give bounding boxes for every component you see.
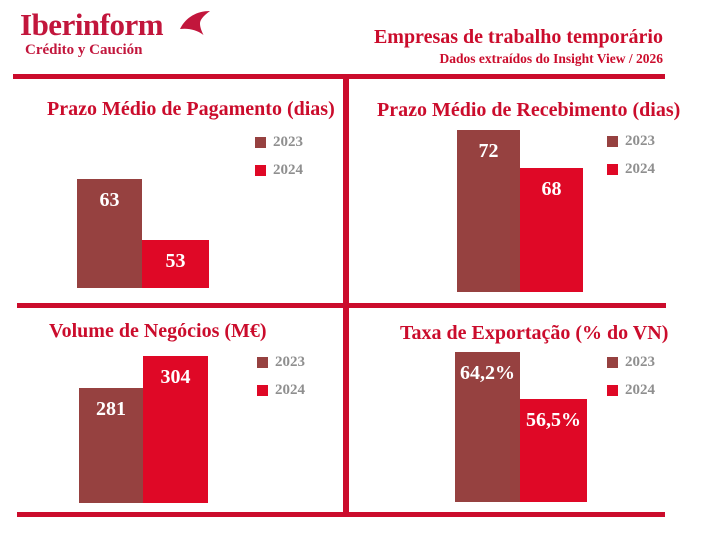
bar-value-label: 64,2% [460,362,515,384]
legend-swatch-2024-icon [257,385,268,396]
bar-volume-2023: 281 [79,388,143,503]
legend-label-2024: 2024 [273,162,303,178]
legend-label-2023: 2023 [625,133,655,149]
top-rule [13,74,665,79]
logo-brand-text: Iberinform [20,7,164,42]
bar-value-label: 68 [541,178,562,200]
bar-recebimento-2024: 68 [520,168,583,292]
legend-item-2024: 2024 [607,161,655,178]
legend-label-2024: 2024 [275,382,305,398]
swallow-bird-icon [180,11,210,35]
legend-item-2023: 2023 [255,134,303,151]
iberinform-logo: Iberinform Crédito y Caución [20,7,210,59]
legend-item-2024: 2024 [257,382,305,399]
legend-item-2023: 2023 [607,354,655,371]
bar-value-label: 56,5% [526,409,581,431]
legend-recebimento: 2023 2024 [607,133,655,189]
legend-swatch-2023-icon [257,357,268,368]
bar-value-label: 72 [478,140,499,162]
page-subtitle: Dados extraídos do Insight View / 2026 [439,51,663,66]
middle-rule [17,303,666,308]
legend-label-2023: 2023 [273,134,303,150]
legend-swatch-2023-icon [607,136,618,147]
legend-item-2024: 2024 [607,382,655,399]
bar-pagamento-2024: 53 [142,240,209,288]
page-title: Empresas de trabalho temporário [373,26,663,48]
bottom-rule [17,512,665,517]
bar-pagamento-2023: 63 [77,179,142,288]
vertical-divider [343,79,349,517]
bar-recebimento-2023: 72 [457,130,520,292]
legend-swatch-2024-icon [255,165,266,176]
bar-value-label: 53 [165,250,186,272]
bar-value-label: 63 [99,189,120,211]
legend-label-2023: 2023 [275,354,305,370]
legend-pagamento: 2023 2024 [255,134,303,190]
logo-subtitle: Crédito y Caución [25,42,143,59]
legend-item-2023: 2023 [257,354,305,371]
chart-title-taxa-exportacao: Taxa de Exportação (% do VN) [400,322,669,344]
bar-volume-2024: 304 [143,356,208,503]
chart-title-pagamento: Prazo Médio de Pagamento (dias) [47,98,335,120]
bar-value-label: 304 [160,366,191,388]
chart-title-volume-negocios: Volume de Negócios (M€) [49,320,267,342]
legend-label-2023: 2023 [625,354,655,370]
bar-value-label: 281 [96,398,126,420]
legend-label-2024: 2024 [625,161,655,177]
legend-swatch-2024-icon [607,385,618,396]
legend-item-2023: 2023 [607,133,655,150]
legend-label-2024: 2024 [625,382,655,398]
bar-exportacao-2023: 64,2% [455,352,520,502]
legend-taxa-exportacao: 2023 2024 [607,354,655,410]
bar-exportacao-2024: 56,5% [520,399,587,502]
legend-swatch-2023-icon [607,357,618,368]
legend-swatch-2024-icon [607,164,618,175]
legend-swatch-2023-icon [255,137,266,148]
legend-volume-negocios: 2023 2024 [257,354,305,410]
header-text-block: Empresas de trabalho temporário Dados ex… [374,26,663,67]
chart-title-recebimento: Prazo Médio de Recebimento (dias) [377,99,681,121]
legend-item-2024: 2024 [255,162,303,179]
